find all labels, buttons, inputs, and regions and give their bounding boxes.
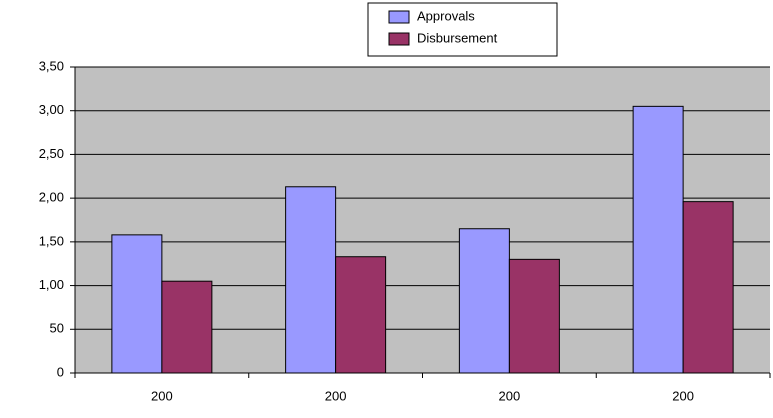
- x-tick-label: 200: [151, 388, 173, 403]
- y-tick-label: 1,50: [39, 233, 64, 248]
- y-tick-label: 1,00: [39, 277, 64, 292]
- bar: [335, 256, 387, 374]
- legend-swatch: [388, 32, 410, 46]
- x-tick-label: 200: [672, 388, 694, 403]
- legend-label: Approvals: [417, 8, 475, 23]
- legend-label: Disbursement: [417, 30, 498, 45]
- bar: [111, 234, 163, 374]
- y-tick-label: 2,50: [39, 146, 64, 161]
- bar: [682, 201, 734, 374]
- bar: [632, 105, 684, 374]
- y-tick-label: 3,50: [39, 58, 64, 73]
- legend-swatch: [388, 10, 410, 24]
- y-tick-label: 50: [50, 321, 64, 336]
- bar: [285, 186, 337, 374]
- y-tick-label: 3,00: [39, 102, 64, 117]
- x-tick-label: 200: [499, 388, 521, 403]
- y-tick-label: 0: [57, 364, 64, 379]
- x-tick-label: 200: [325, 388, 347, 403]
- bar: [458, 228, 510, 374]
- bar: [508, 258, 560, 374]
- y-tick-label: 2,00: [39, 190, 64, 205]
- bar: [161, 280, 213, 374]
